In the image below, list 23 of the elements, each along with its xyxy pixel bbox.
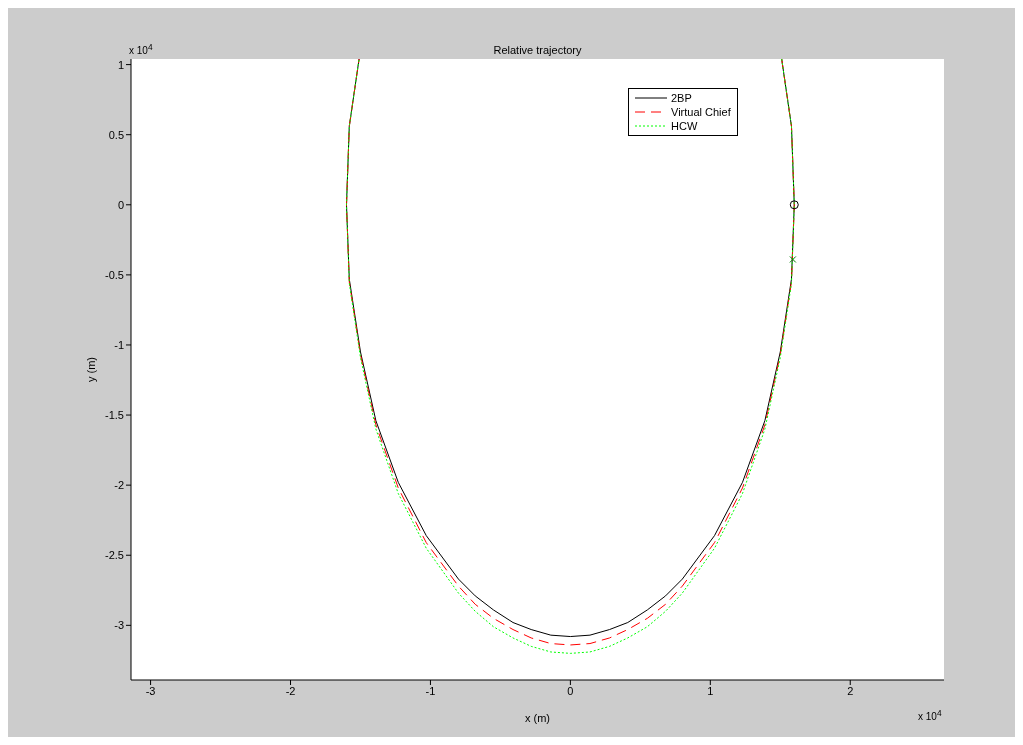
text: x 10$^{4}$ <box>129 42 153 57</box>
y-tick-label: -1.5 <box>105 408 124 421</box>
y-tick-label: 0 <box>117 198 124 211</box>
x-tick-label: -3 <box>145 684 156 697</box>
y-tick-label: -1 <box>114 338 124 351</box>
x-tick-label: 2 <box>847 684 854 697</box>
text: x 10$^{4}$ <box>918 708 942 723</box>
legend-label: Virtual Chief <box>671 105 731 119</box>
y-tick-label: -0.5 <box>105 268 124 281</box>
chart-title: Relative trajectory <box>493 44 582 56</box>
y-tick-label: 0.5 <box>108 128 124 141</box>
y-tick-label: -2 <box>114 479 124 492</box>
y-tick-label: -3 <box>114 619 124 632</box>
legend-label: 2BP <box>671 91 692 105</box>
x-tick-label: 1 <box>707 684 714 697</box>
y-tick-label: 1 <box>117 58 124 71</box>
y-axis-title: y (m) <box>84 356 97 383</box>
x-axis-title: x (m) <box>524 712 551 724</box>
x-tick-label: -2 <box>285 684 296 697</box>
y-tick-label: -2.5 <box>105 549 124 562</box>
legend-label: HCW <box>671 119 698 133</box>
x-tick-label: 0 <box>567 684 574 697</box>
x-tick-label: -1 <box>425 684 436 697</box>
